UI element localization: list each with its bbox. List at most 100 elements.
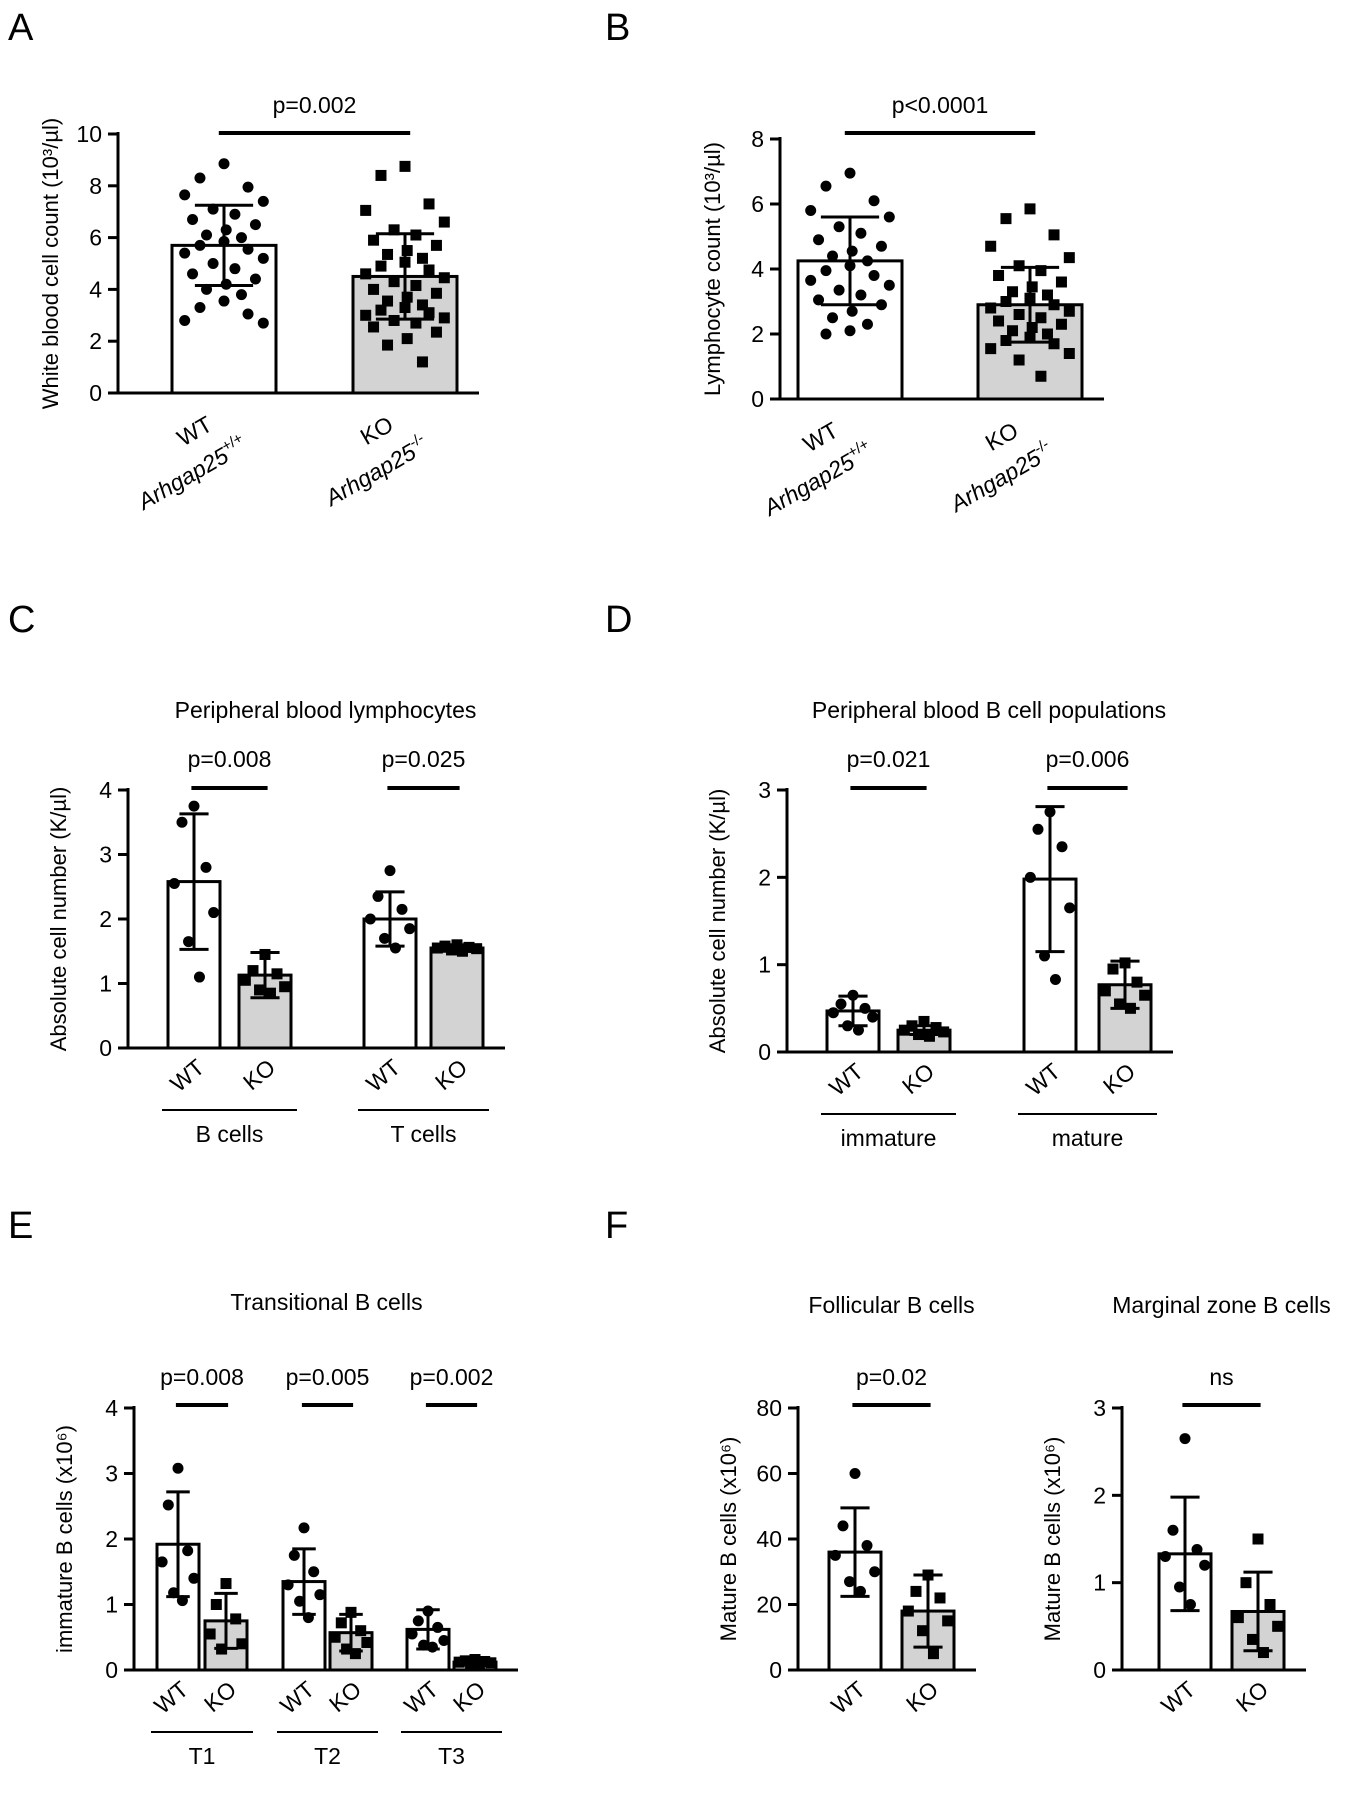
data-point: [1055, 276, 1067, 288]
data-point: [438, 312, 450, 324]
y-tick-label: 40: [756, 1526, 782, 1552]
data-point: [257, 195, 269, 207]
data-point: [423, 264, 435, 276]
y-tick-label: 2: [89, 328, 102, 354]
data-point: [855, 227, 867, 239]
data-point: [1041, 289, 1053, 301]
data-point: [384, 865, 396, 877]
x-tick-label: WT: [361, 1054, 405, 1097]
data-point: [1032, 823, 1044, 835]
data-point: [341, 1643, 353, 1655]
data-point: [207, 203, 219, 215]
data-point: [188, 1572, 200, 1584]
data-point: [194, 239, 206, 251]
data-point: [855, 289, 867, 301]
chart-title: Transitional B cells: [230, 1289, 422, 1315]
data-point: [1039, 950, 1051, 962]
data-point: [1044, 806, 1056, 818]
data-point: [820, 265, 832, 277]
data-point: [1099, 985, 1111, 997]
y-tick-label: 0: [89, 380, 102, 406]
data-point: [1159, 1550, 1171, 1562]
y-axis-label: Lymphocyte count (10³/µl): [700, 142, 725, 396]
data-point: [922, 1569, 934, 1581]
p-value-label: p=0.002: [273, 92, 357, 118]
data-point: [820, 180, 832, 192]
p-value-label: p=0.025: [382, 746, 466, 772]
data-point: [847, 989, 859, 1001]
y-tick-label: 0: [758, 1039, 771, 1065]
chart-f1: Follicular B cells 0 20 40 60 80 Mature B cell…: [716, 1292, 976, 1719]
y-tick-label: 3: [1093, 1395, 1106, 1421]
p-value-label: p=0.02: [856, 1364, 927, 1390]
y-tick-label: 8: [751, 126, 764, 152]
data-point: [156, 1556, 168, 1568]
data-point: [913, 1029, 925, 1041]
x-tick-label: KO: [324, 1676, 366, 1717]
data-point: [247, 965, 259, 977]
chart-title: Peripheral blood lymphocytes: [175, 697, 477, 723]
panel-letter-F: F: [605, 1205, 628, 1247]
p-value-label: p<0.0001: [892, 92, 989, 118]
y-tick-label: 6: [89, 225, 102, 251]
data-point: [805, 205, 817, 216]
data-point: [229, 263, 241, 275]
x-tick-label: WT: [1021, 1058, 1065, 1101]
data-point: [1119, 957, 1131, 969]
p-value-label: p=0.005: [286, 1364, 370, 1390]
y-tick-label: 20: [756, 1592, 782, 1618]
x-tick-label: WT: [1156, 1676, 1200, 1719]
data-point: [220, 1578, 232, 1590]
data-point: [1048, 338, 1060, 350]
data-point: [379, 932, 391, 944]
data-point: [471, 943, 483, 955]
panel-letter-B: B: [605, 7, 630, 49]
x-tick-label: KO: [897, 1058, 939, 1099]
x-tick-label: WT: [399, 1676, 443, 1719]
chart-title: Peripheral blood B cell populations: [812, 697, 1166, 723]
y-tick-label: 1: [105, 1592, 118, 1618]
data-point: [1179, 1433, 1191, 1445]
data-point: [1049, 974, 1061, 986]
data-point: [844, 1576, 856, 1588]
data-point: [279, 981, 291, 993]
data-point: [1035, 370, 1047, 382]
data-point: [430, 287, 442, 299]
y-tick-label: 3: [99, 842, 112, 868]
data-point: [820, 328, 832, 340]
chart-a: 0 2 4 6 8 10 White blood cell count (10³/µl) WT…: [38, 92, 479, 516]
data-point: [1131, 976, 1143, 988]
data-point: [1000, 296, 1012, 307]
data-point: [210, 1599, 222, 1610]
data-point: [187, 268, 199, 280]
data-point: [1191, 1543, 1203, 1555]
x-tick-label: KO: [1098, 1058, 1140, 1099]
data-point: [412, 1615, 424, 1627]
data-point: [396, 903, 408, 915]
data-point: [182, 1545, 194, 1557]
data-point: [375, 169, 387, 181]
data-point: [1048, 299, 1060, 311]
data-point: [172, 1462, 184, 1474]
data-point: [179, 314, 191, 326]
data-point: [923, 1030, 935, 1042]
x-tick-label: KO: [199, 1676, 241, 1717]
y-axis-label: immature B cells (x10⁶): [52, 1425, 77, 1653]
data-point: [242, 181, 254, 193]
data-point: [410, 229, 422, 241]
data-point: [846, 245, 858, 257]
data-point: [235, 232, 247, 244]
data-point: [229, 208, 241, 220]
data-point: [930, 1022, 942, 1034]
data-point: [168, 1587, 180, 1599]
data-point: [927, 1648, 939, 1660]
data-point: [179, 189, 191, 201]
data-point: [805, 274, 817, 286]
data-point: [179, 247, 191, 259]
y-tick-label: 4: [751, 256, 764, 282]
data-point: [375, 260, 387, 272]
data-point: [399, 256, 411, 268]
chart-d: Peripheral blood B cell populations 0 1 2 3 A…: [705, 697, 1173, 1151]
data-point: [473, 1658, 485, 1670]
